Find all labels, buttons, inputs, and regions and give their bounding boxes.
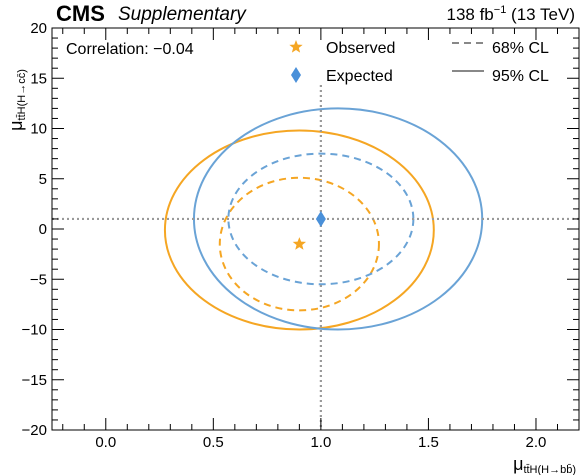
x-tick-label: 1.5	[418, 434, 439, 451]
legend-marker-expected	[291, 67, 301, 83]
expected-point	[315, 210, 326, 227]
x-axis-label: μtt̄H(H→bb̄)	[513, 454, 576, 475]
contour-observed-68cl	[218, 176, 380, 312]
y-tick-label: −15	[22, 372, 47, 389]
legend-label-observed: Observed	[326, 40, 395, 57]
legend: Observed Expected 68% CL 95% CL	[289, 40, 549, 85]
y-tick-label: −5	[30, 271, 47, 288]
reference-lines	[52, 85, 579, 430]
y-tick-label: 15	[30, 70, 47, 87]
y-tick-label: 20	[30, 20, 47, 37]
y-tick-label: 10	[30, 121, 47, 138]
legend-label-68-cl: 68% CL	[492, 40, 549, 57]
y-tick-label: −10	[22, 322, 47, 339]
luminosity-label: 138 fb−1 (13 TeV)	[447, 4, 576, 24]
contour-observed-95cl	[163, 129, 435, 331]
x-tick-label: 0.0	[95, 434, 116, 451]
y-axis-label: μtt̄H(H→cc̄)	[6, 69, 28, 131]
x-axis: 0.0 0.5 1.0 1.5 2.0	[62, 28, 580, 451]
y-tick-label: −20	[22, 422, 47, 439]
observed-point	[292, 237, 307, 250]
markers-layer	[292, 210, 326, 250]
correlation-annotation: Correlation: −0.04	[66, 41, 194, 58]
y-tick-label: 0	[39, 221, 47, 238]
supplementary-label: Supplementary	[118, 4, 247, 25]
legend-label-95-cl: 95% CL	[492, 68, 549, 85]
y-tick-label: 5	[39, 171, 47, 188]
x-tick-label: 1.0	[310, 434, 331, 451]
legend-marker-observed	[289, 40, 303, 53]
plot-frame	[51, 27, 580, 431]
legend-label-expected: Expected	[326, 68, 393, 85]
y-axis: −20 −15 −10 −5 0 5 10 15 20	[22, 20, 579, 439]
x-tick-label: 0.5	[203, 434, 224, 451]
experiment-label: CMS	[56, 1, 105, 26]
x-tick-label: 2.0	[526, 434, 547, 451]
